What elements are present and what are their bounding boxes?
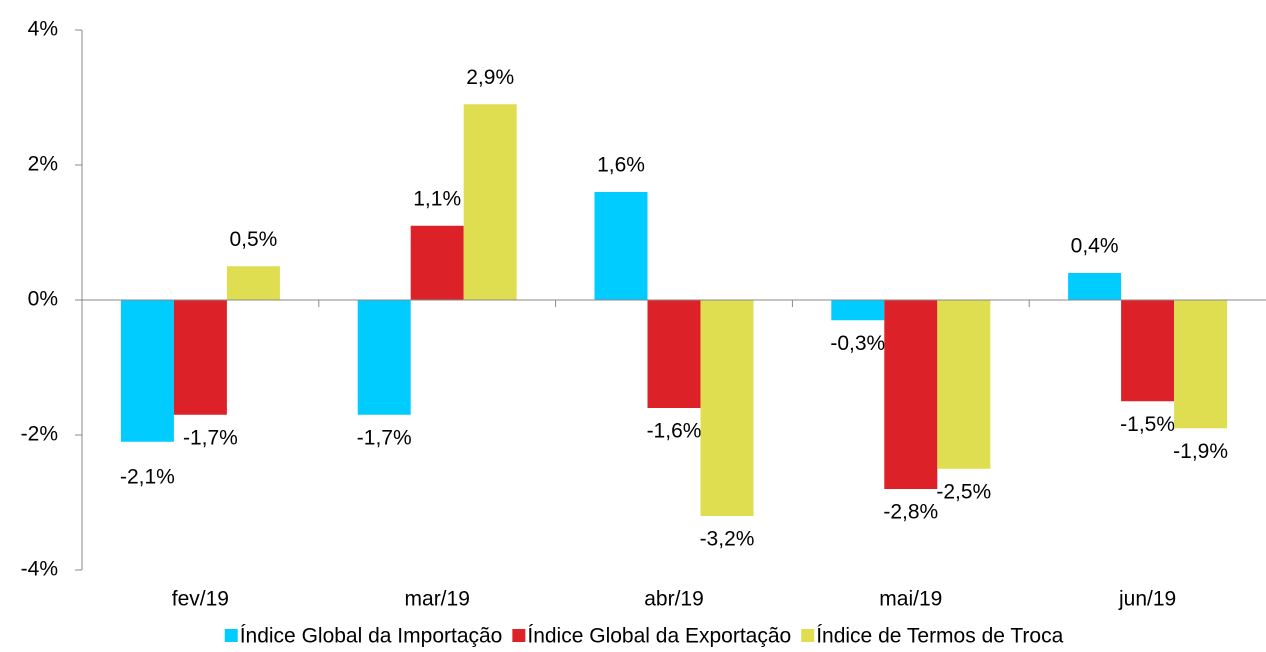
x-tick-label: fev/19: [172, 588, 229, 611]
value-label: 0,4%: [1071, 235, 1119, 258]
bar: [1068, 273, 1122, 300]
value-label: 0,5%: [229, 228, 277, 251]
legend-swatch: [801, 629, 815, 642]
legend-swatch: [512, 629, 526, 642]
legend-label: Índice Global da Importação: [240, 625, 503, 648]
bar: [937, 300, 991, 469]
value-label: -1,6%: [647, 420, 702, 443]
bar: [173, 300, 227, 415]
legend-label: Índice Global da Exportação: [527, 625, 791, 648]
value-label: 1,1%: [413, 187, 461, 210]
value-label: 2,9%: [466, 66, 514, 89]
bar: [226, 266, 280, 300]
value-label: -2,1%: [120, 465, 175, 488]
x-tick-label: mai/19: [879, 588, 942, 611]
value-label: -1,7%: [183, 426, 238, 449]
bar: [1121, 300, 1175, 402]
y-tick-label: -2%: [21, 423, 58, 446]
value-label: -0,3%: [830, 332, 885, 355]
bar: [120, 300, 174, 442]
y-tick-label: 4%: [28, 18, 58, 41]
bar: [1174, 300, 1228, 429]
value-label: -1,9%: [1173, 440, 1228, 463]
value-label: -2,5%: [936, 480, 991, 503]
bar: [700, 300, 754, 516]
y-tick-label: -4%: [21, 558, 58, 581]
x-tick-label: jun/19: [1118, 588, 1176, 611]
legend-label: Índice de Termos de Troca: [816, 625, 1063, 648]
legend-swatch: [224, 629, 238, 642]
value-label: -2,8%: [883, 501, 938, 524]
bar: [884, 300, 938, 489]
value-label: -1,7%: [357, 426, 412, 449]
y-tick-label: 2%: [28, 153, 58, 176]
bar: [357, 300, 411, 415]
bar: [831, 300, 885, 321]
value-label: -3,2%: [700, 528, 755, 551]
value-label: 1,6%: [597, 154, 645, 177]
value-label: -1,5%: [1120, 413, 1175, 436]
x-tick-label: mar/19: [405, 588, 470, 611]
bar: [594, 192, 648, 300]
y-tick-label: 0%: [28, 288, 58, 311]
x-tick-label: abr/19: [644, 588, 704, 611]
bar: [647, 300, 701, 408]
bar: [410, 225, 464, 300]
bar: [463, 104, 517, 300]
